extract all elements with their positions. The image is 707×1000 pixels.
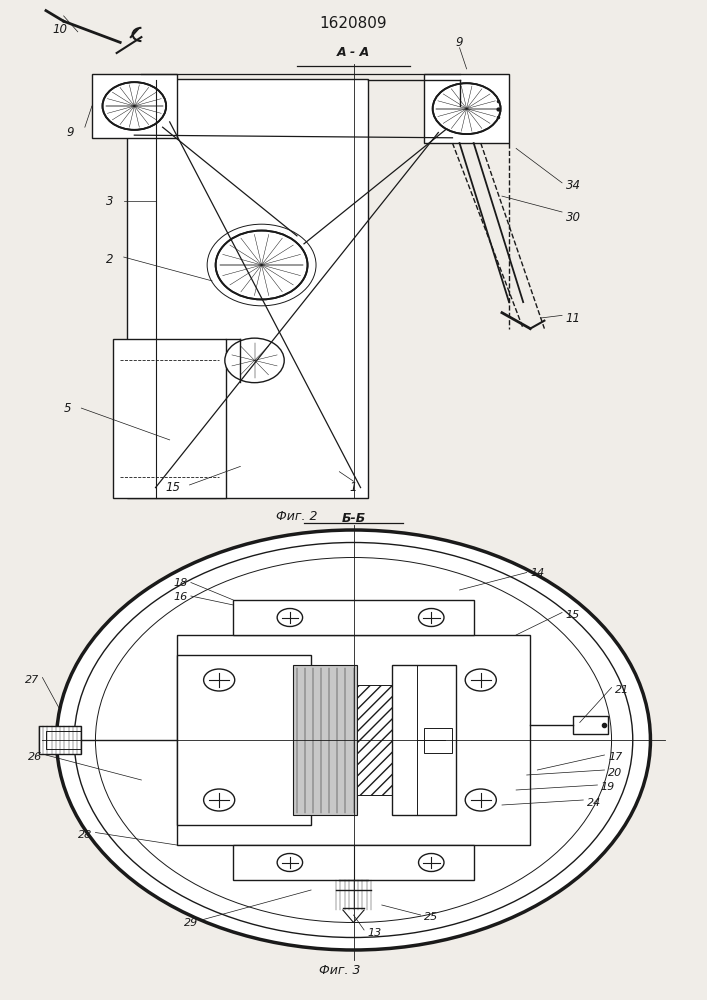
Text: 17: 17 bbox=[608, 752, 622, 762]
Text: 10: 10 bbox=[52, 23, 68, 36]
Text: 2: 2 bbox=[106, 253, 113, 266]
Text: 28: 28 bbox=[78, 830, 92, 840]
Text: 15: 15 bbox=[165, 481, 181, 494]
Bar bbox=[46, 731, 81, 749]
Text: 30: 30 bbox=[566, 211, 580, 224]
Text: 1620809: 1620809 bbox=[320, 16, 387, 31]
Bar bbox=[127, 80, 368, 498]
Text: 16: 16 bbox=[173, 592, 187, 602]
Bar bbox=[177, 635, 530, 845]
Bar bbox=[177, 655, 311, 825]
Text: 34: 34 bbox=[566, 179, 580, 192]
Circle shape bbox=[277, 608, 303, 626]
Text: Фиг. 3: Фиг. 3 bbox=[319, 964, 360, 976]
Text: А - А: А - А bbox=[337, 46, 370, 60]
Text: 27: 27 bbox=[25, 675, 39, 685]
Circle shape bbox=[433, 83, 501, 134]
Circle shape bbox=[204, 669, 235, 691]
Text: 14: 14 bbox=[530, 568, 544, 578]
Text: 19: 19 bbox=[601, 782, 615, 792]
Bar bbox=[392, 665, 456, 815]
Bar bbox=[233, 845, 474, 880]
Text: 3: 3 bbox=[106, 195, 113, 208]
Circle shape bbox=[419, 608, 444, 626]
Text: 9: 9 bbox=[456, 36, 463, 49]
Text: 1: 1 bbox=[350, 481, 357, 494]
Text: 13: 13 bbox=[368, 928, 382, 938]
Text: 5: 5 bbox=[64, 402, 71, 415]
Bar bbox=[39, 726, 81, 754]
Circle shape bbox=[419, 854, 444, 871]
Text: 18: 18 bbox=[173, 578, 187, 587]
Bar bbox=[92, 74, 177, 138]
Circle shape bbox=[465, 789, 496, 811]
Text: 29: 29 bbox=[184, 918, 198, 928]
Text: 25: 25 bbox=[424, 912, 438, 922]
Bar bbox=[424, 74, 509, 143]
Circle shape bbox=[103, 82, 166, 130]
Text: 9: 9 bbox=[67, 126, 74, 139]
Circle shape bbox=[216, 231, 308, 299]
Bar bbox=[233, 600, 474, 635]
Circle shape bbox=[204, 789, 235, 811]
Bar bbox=[113, 339, 226, 498]
Text: Б-Б: Б-Б bbox=[341, 512, 366, 526]
Text: 20: 20 bbox=[608, 768, 622, 778]
Text: 26: 26 bbox=[28, 752, 42, 762]
Circle shape bbox=[277, 854, 303, 871]
Text: 15: 15 bbox=[566, 610, 580, 620]
Text: 24: 24 bbox=[587, 798, 601, 808]
Circle shape bbox=[57, 530, 650, 950]
Circle shape bbox=[465, 669, 496, 691]
Circle shape bbox=[225, 338, 284, 383]
Text: 21: 21 bbox=[615, 685, 629, 695]
Text: 11: 11 bbox=[566, 312, 580, 324]
Bar bbox=[357, 685, 392, 795]
Bar bbox=[573, 716, 608, 734]
Bar bbox=[424, 728, 452, 752]
Text: Фиг. 2: Фиг. 2 bbox=[276, 510, 317, 523]
Bar bbox=[293, 665, 357, 815]
